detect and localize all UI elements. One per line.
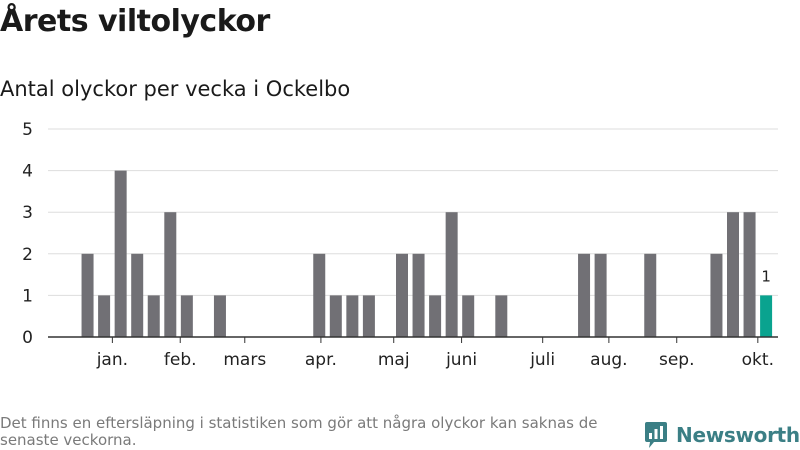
bar xyxy=(329,295,342,337)
x-tick-label: juli xyxy=(529,350,555,370)
bar xyxy=(98,295,111,337)
bar xyxy=(594,253,607,337)
bar xyxy=(114,170,127,337)
brand-logo[interactable]: Newsworthy xyxy=(644,420,800,450)
bar xyxy=(131,253,144,337)
chart-subtitle: Antal olyckor per vecka i Ockelbo xyxy=(0,77,351,101)
y-tick-label: 5 xyxy=(22,120,33,140)
y-tick-label: 0 xyxy=(22,328,33,348)
bar xyxy=(81,253,94,337)
bar xyxy=(462,295,475,337)
bar xyxy=(346,295,359,337)
y-tick-label: 1 xyxy=(22,286,33,306)
bar xyxy=(429,295,442,337)
bar-chart: 0 1 2 3 4 5 1 jan. feb. mars apr. maj juni juli aug. se… xyxy=(22,120,778,370)
highlight-bar xyxy=(760,295,773,337)
data-label: 1 xyxy=(761,267,771,285)
newsworthy-logo-icon xyxy=(645,422,667,448)
y-tick-label: 3 xyxy=(22,203,33,223)
bar xyxy=(495,295,508,337)
bar xyxy=(313,253,326,337)
x-tick-label: apr. xyxy=(305,350,337,370)
chart-title: Årets viltolyckor xyxy=(0,4,270,39)
bar xyxy=(147,295,160,337)
x-tick-label: okt. xyxy=(742,350,774,370)
x-tick-label: jan. xyxy=(96,350,128,370)
x-tick-label: juni xyxy=(445,350,477,370)
bar xyxy=(743,212,756,337)
bar xyxy=(727,212,739,337)
bar xyxy=(396,253,408,337)
bar xyxy=(213,295,226,337)
footnote: Det finns en eftersläpning i statistiken… xyxy=(0,414,598,449)
bar xyxy=(578,253,591,337)
x-tick-label: sep. xyxy=(659,350,695,370)
bar xyxy=(445,212,458,337)
x-tick-label: feb. xyxy=(164,350,197,370)
brand-name: Newsworthy xyxy=(676,423,800,447)
x-tick-label: mars xyxy=(223,350,266,370)
y-tick-label: 4 xyxy=(22,162,33,182)
x-tick-label: maj xyxy=(378,350,410,370)
bar xyxy=(164,212,177,337)
bar xyxy=(362,295,375,337)
bar xyxy=(412,253,425,337)
bar xyxy=(644,253,657,337)
bar xyxy=(710,253,723,337)
x-tick-label: aug. xyxy=(590,350,627,370)
y-tick-label: 2 xyxy=(22,245,33,265)
bar xyxy=(180,295,193,337)
